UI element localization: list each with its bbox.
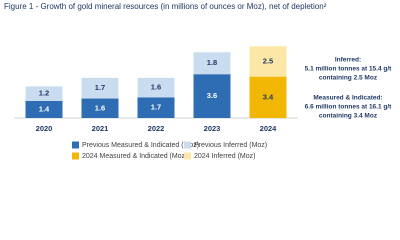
- value-label: 1.7: [95, 83, 105, 92]
- bar-segment: [81, 77, 119, 99]
- x-tick-label: 2024: [260, 124, 278, 133]
- value-label: 1.6: [151, 83, 161, 92]
- annotation: 5.1 million tonnes at 15.4 g/t: [305, 66, 393, 73]
- x-tick-label: 2023: [204, 124, 221, 133]
- legend-swatch: [184, 152, 191, 160]
- value-label: 1.8: [207, 58, 217, 67]
- bar-segment: [193, 52, 231, 75]
- legend-swatch: [184, 141, 191, 149]
- legend-label: 2024 Inferred (Moz): [194, 153, 255, 160]
- legend-label: 2024 Measured & Indicated (Moz): [82, 153, 187, 160]
- value-label: 2.5: [263, 56, 273, 65]
- bar-segment: [249, 76, 287, 118]
- legend-label: Previous Measured & Indicated (Moz): [82, 142, 199, 149]
- value-label: 1.6: [95, 103, 105, 112]
- bar-segment: [81, 98, 119, 118]
- annotation: 6.6 million tonnes at 16.1 g/t: [305, 104, 393, 111]
- value-label: 1.7: [151, 103, 161, 112]
- value-label: 3.4: [263, 92, 274, 101]
- bar-segment: [25, 86, 63, 101]
- legend-label: Previous Inferred (Moz): [194, 142, 267, 149]
- value-label: 1.4: [39, 104, 50, 113]
- x-tick-label: 2022: [148, 124, 165, 133]
- chart: Figure 1 - Growth of gold mineral resour…: [4, 2, 393, 160]
- chart-title: Figure 1 - Growth of gold mineral resour…: [4, 2, 327, 11]
- annotation: containing 3.4 Moz: [319, 113, 378, 120]
- annotation: Measured & Indicated:: [313, 95, 382, 102]
- bar-segment: [193, 74, 231, 118]
- annotation: Inferred:: [335, 57, 361, 64]
- bar-segment: [25, 100, 63, 118]
- x-tick-label: 2021: [92, 124, 109, 133]
- annotation: containing 2.5 Moz: [319, 75, 378, 82]
- value-label: 1.2: [39, 89, 49, 98]
- x-tick-label: 2020: [36, 124, 53, 133]
- value-label: 3.6: [207, 91, 217, 100]
- legend-swatch: [72, 152, 79, 160]
- bar-segment: [249, 46, 287, 77]
- legend-swatch: [72, 141, 79, 149]
- bar-segment: [137, 97, 175, 118]
- bar-segment: [137, 77, 175, 98]
